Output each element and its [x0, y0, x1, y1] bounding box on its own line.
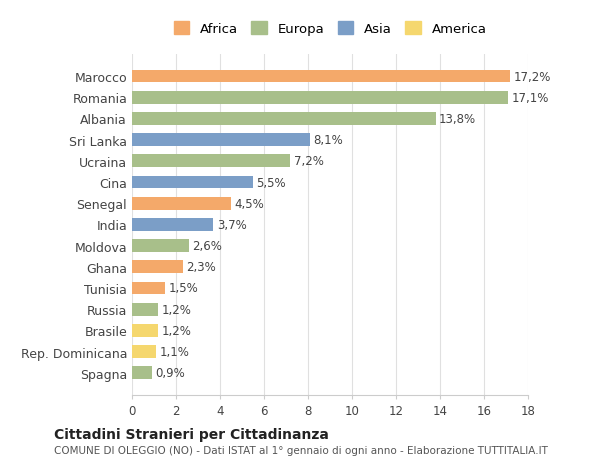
Text: 13,8%: 13,8%: [439, 112, 476, 126]
Text: COMUNE DI OLEGGIO (NO) - Dati ISTAT al 1° gennaio di ogni anno - Elaborazione TU: COMUNE DI OLEGGIO (NO) - Dati ISTAT al 1…: [54, 445, 548, 455]
Bar: [132, 176, 253, 189]
Bar: [132, 240, 189, 252]
Text: 4,5%: 4,5%: [235, 197, 264, 210]
Bar: [132, 367, 152, 379]
Text: 0,9%: 0,9%: [155, 366, 185, 380]
Bar: [132, 303, 158, 316]
Bar: [132, 282, 165, 295]
Bar: [132, 113, 436, 125]
Text: 2,6%: 2,6%: [193, 240, 223, 252]
Text: 2,3%: 2,3%: [186, 261, 215, 274]
Bar: [132, 218, 214, 231]
Bar: [132, 92, 508, 104]
Bar: [132, 346, 156, 358]
Text: 1,2%: 1,2%: [162, 324, 191, 337]
Text: 1,5%: 1,5%: [168, 282, 198, 295]
Text: 1,2%: 1,2%: [162, 303, 191, 316]
Text: 1,1%: 1,1%: [160, 345, 190, 358]
Text: 17,1%: 17,1%: [511, 91, 549, 105]
Bar: [132, 155, 290, 168]
Bar: [132, 261, 182, 274]
Bar: [132, 197, 231, 210]
Legend: Africa, Europa, Asia, America: Africa, Europa, Asia, America: [170, 17, 490, 39]
Text: 5,5%: 5,5%: [256, 176, 286, 189]
Text: 3,7%: 3,7%: [217, 218, 247, 231]
Bar: [132, 134, 310, 147]
Text: 7,2%: 7,2%: [294, 155, 323, 168]
Text: 17,2%: 17,2%: [514, 70, 551, 84]
Bar: [132, 71, 511, 83]
Bar: [132, 325, 158, 337]
Text: Cittadini Stranieri per Cittadinanza: Cittadini Stranieri per Cittadinanza: [54, 427, 329, 441]
Text: 8,1%: 8,1%: [314, 134, 343, 147]
